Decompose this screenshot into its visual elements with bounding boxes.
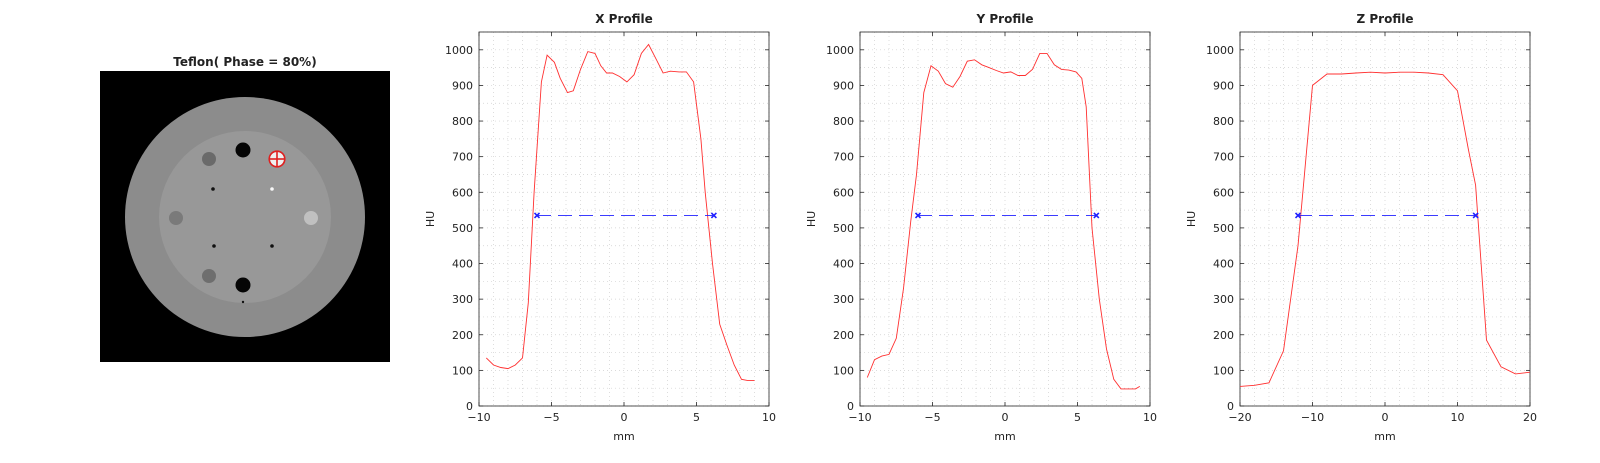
chart-2-title: Z Profile	[1357, 12, 1414, 26]
phantom-insert-air	[235, 277, 251, 293]
chart-0-x-tick-label: 10	[762, 411, 776, 424]
chart-2-profile-line	[1239, 71, 1531, 387]
chart-0-edge-marker	[710, 212, 717, 219]
phantom-insert	[169, 211, 183, 225]
chart-2-y-axis-label: HU	[1185, 211, 1198, 227]
chart-0-x-tick-label: −10	[467, 411, 490, 424]
chart-1-y-tick-label: 700	[833, 151, 854, 164]
chart-1-edge-marker	[1093, 212, 1100, 219]
chart-1-y-tick-label: 500	[833, 222, 854, 235]
chart-1-y-tick-label: 300	[833, 293, 854, 306]
chart-1-title: Y Profile	[976, 12, 1034, 26]
chart-0-y-tick-label: 1000	[445, 44, 473, 57]
chart-1-x-tick-label: −10	[848, 411, 871, 424]
chart-2-y-tick-label: 600	[1213, 186, 1234, 199]
chart-1-y-tick-label: 400	[833, 258, 854, 271]
chart-2-y-tick-label: 800	[1213, 115, 1234, 128]
chart-0-y-tick-label: 700	[452, 151, 473, 164]
phantom-pin	[270, 244, 274, 248]
chart-1-edge-marker	[914, 212, 922, 219]
chart-2-y-tick-label: 100	[1213, 364, 1234, 377]
phantom-insert-air	[235, 142, 251, 158]
chart-1-profile-line	[866, 52, 1141, 390]
chart-0-x-tick-label: 5	[693, 411, 700, 424]
phantom-panel: Teflon( Phase = 80%)	[100, 55, 390, 362]
chart-2-edge-marker	[1294, 212, 1302, 219]
phantom-pin	[241, 300, 245, 304]
chart-0-y-tick-label: 100	[452, 364, 473, 377]
chart-2-x-tick-label: 0	[1382, 411, 1389, 424]
chart-1-x-axis-label: mm	[994, 430, 1015, 443]
chart-2-y-tick-label: 500	[1213, 222, 1234, 235]
phantom-title: Teflon( Phase = 80%)	[173, 55, 316, 69]
chart-2-y-tick-label: 1000	[1206, 44, 1234, 57]
phantom-pin	[211, 187, 215, 191]
phantom-insert	[202, 152, 216, 166]
chart-1-y-tick-label: 100	[833, 364, 854, 377]
x-profile-chart: −10 −5 0 5 100100200300400500600700800900100…	[424, 12, 776, 443]
chart-1-y-axis-label: HU	[805, 211, 818, 227]
chart-0-y-tick-label: 900	[452, 79, 473, 92]
chart-1-y-tick-label: 800	[833, 115, 854, 128]
chart-2-y-tick-label: 400	[1213, 258, 1234, 271]
chart-0-y-axis-label: HU	[424, 211, 437, 227]
chart-2-y-tick-label: 300	[1213, 293, 1234, 306]
chart-2-y-tick-label: 900	[1213, 79, 1234, 92]
chart-1-y-tick-label: 1000	[826, 44, 854, 57]
chart-0-y-tick-label: 0	[466, 400, 473, 413]
chart-2-edge-marker	[1472, 212, 1479, 219]
phantom-inner-disc	[159, 131, 331, 303]
phantom-insert	[202, 269, 216, 283]
y-profile-chart: −10 −5 0 5 100100200300400500600700800900100…	[805, 12, 1157, 443]
chart-1-x-tick-label: 5	[1074, 411, 1081, 424]
chart-2-y-tick-label: 200	[1213, 329, 1234, 342]
chart-1-x-tick-label: 10	[1143, 411, 1157, 424]
chart-0-y-tick-label: 500	[452, 222, 473, 235]
chart-0-title: X Profile	[595, 12, 653, 26]
phantom-pin	[212, 244, 216, 248]
chart-2-x-tick-label: 20	[1523, 411, 1537, 424]
chart-1-y-tick-label: 900	[833, 79, 854, 92]
chart-2-x-tick-label: −20	[1228, 411, 1251, 424]
chart-1-x-tick-label: 0	[1002, 411, 1009, 424]
chart-0-profile-line	[485, 43, 755, 381]
chart-2-y-tick-label: 0	[1227, 400, 1234, 413]
chart-0-edge-marker	[533, 212, 541, 219]
chart-0-x-axis-label: mm	[613, 430, 634, 443]
chart-1-x-tick-label: −5	[924, 411, 940, 424]
chart-0-x-tick-label: 0	[621, 411, 628, 424]
chart-0-y-tick-label: 200	[452, 329, 473, 342]
chart-0-x-tick-label: −5	[543, 411, 559, 424]
chart-0-y-tick-label: 300	[452, 293, 473, 306]
chart-2-x-tick-label: 10	[1451, 411, 1465, 424]
chart-0-y-tick-label: 600	[452, 186, 473, 199]
phantom-insert	[304, 211, 318, 225]
chart-0-y-tick-label: 400	[452, 258, 473, 271]
z-profile-chart: −20 −10 0 10 2001002003004005006007008009001…	[1185, 12, 1537, 443]
chart-1-y-tick-label: 200	[833, 329, 854, 342]
chart-0-y-tick-label: 800	[452, 115, 473, 128]
phantom-pin	[270, 187, 274, 191]
chart-2-y-tick-label: 700	[1213, 151, 1234, 164]
chart-2-x-axis-label: mm	[1374, 430, 1395, 443]
chart-1-y-tick-label: 0	[847, 400, 854, 413]
chart-2-x-tick-label: −10	[1301, 411, 1324, 424]
chart-1-y-tick-label: 600	[833, 186, 854, 199]
